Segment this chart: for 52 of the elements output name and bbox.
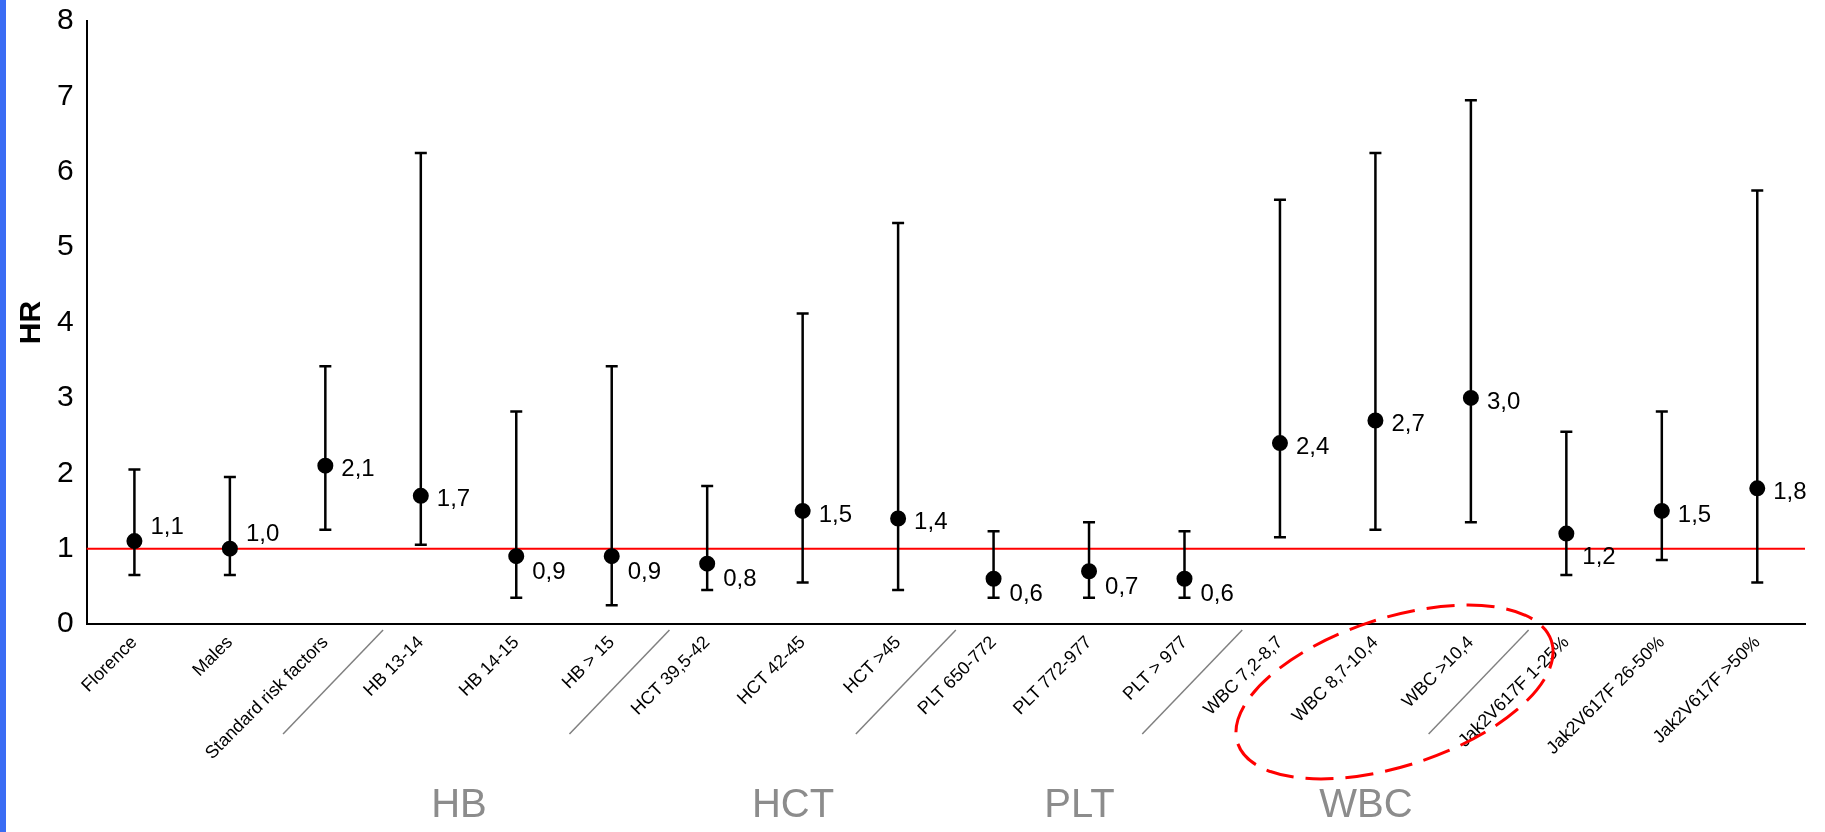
point	[1558, 525, 1575, 542]
point	[890, 510, 907, 527]
y-tick-label: 1	[57, 529, 74, 563]
x-tick-label: HB > 15	[557, 631, 619, 693]
y-tick-label: 0	[57, 605, 74, 639]
data-label: 0,9	[532, 556, 566, 584]
point	[603, 548, 620, 565]
data-label: 1,7	[436, 484, 471, 512]
point	[1462, 389, 1479, 406]
x-tick-label: PLT > 977	[1118, 631, 1191, 704]
data-label: 2,4	[1295, 431, 1330, 459]
point	[508, 548, 525, 565]
text: WBC	[1319, 780, 1413, 826]
data-label: 1,8	[1773, 476, 1807, 504]
point	[985, 570, 1002, 587]
data-label: 3,0	[1486, 386, 1521, 414]
data-label: 0,6	[1200, 579, 1234, 607]
data-label: 1,5	[818, 499, 853, 527]
data-label: 0,9	[627, 556, 662, 584]
point	[794, 502, 811, 519]
data-label: 1,1	[150, 511, 184, 539]
data-label: 0,8	[723, 564, 757, 592]
data-label: 1,4	[914, 507, 948, 535]
text: HB	[431, 780, 487, 826]
y-tick-label: 5	[57, 228, 74, 262]
text: PLT	[1044, 780, 1115, 826]
point	[699, 555, 716, 572]
point	[1176, 570, 1193, 587]
point	[1081, 563, 1098, 580]
point	[317, 457, 334, 474]
point	[1367, 412, 1384, 429]
y-axis-title: HR	[13, 300, 47, 345]
data-label: 0,7	[1105, 571, 1139, 599]
point	[221, 540, 238, 557]
point	[126, 533, 143, 550]
data-label: 2,1	[341, 454, 375, 482]
data-label: 1,5	[1677, 499, 1712, 527]
y-tick-label: 8	[57, 2, 74, 36]
y-tick-label: 3	[57, 379, 74, 413]
y-tick-label: 4	[57, 303, 74, 337]
point	[1653, 502, 1670, 519]
point	[412, 487, 429, 504]
y-tick-label: 7	[57, 77, 74, 111]
y-tick-label: 2	[57, 454, 74, 488]
y-tick-label: 6	[57, 153, 74, 187]
point	[1749, 480, 1766, 497]
data-label: 1,2	[1582, 542, 1616, 570]
data-label: 1,0	[245, 519, 280, 547]
data-label: 2,7	[1391, 409, 1425, 437]
text: HCT	[751, 780, 835, 826]
data-label: 0,6	[1009, 579, 1043, 607]
point	[1271, 435, 1288, 452]
